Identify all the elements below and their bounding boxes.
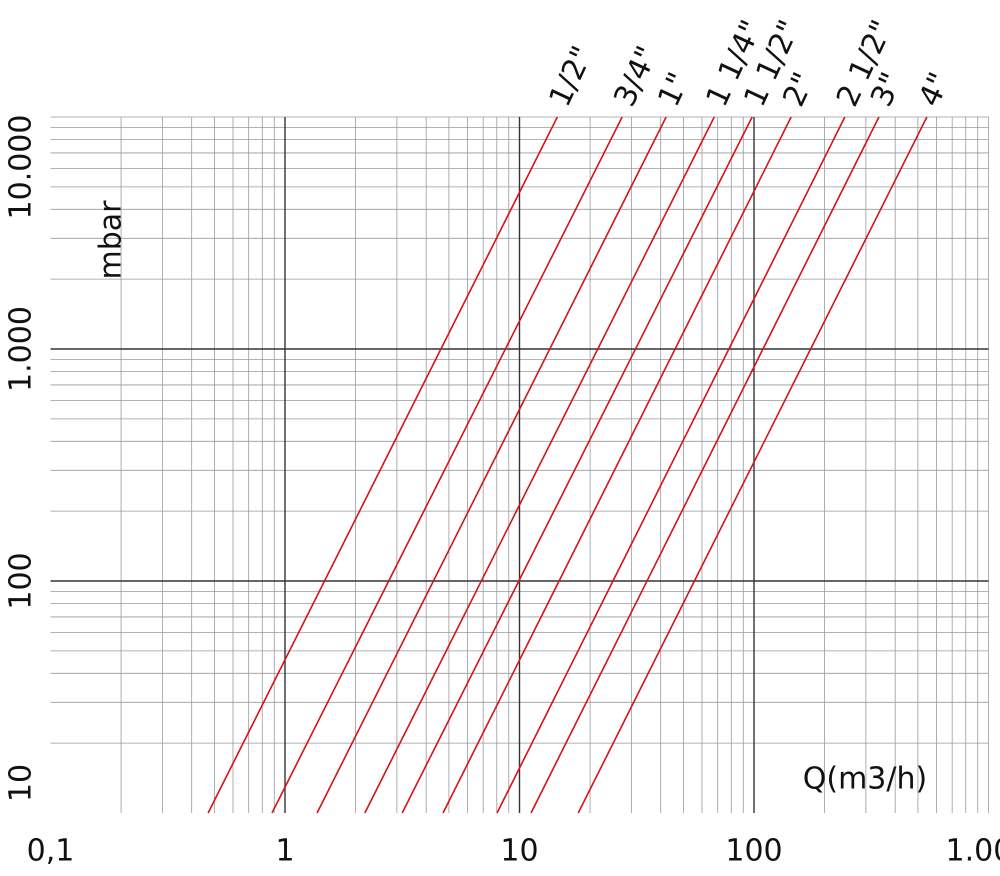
series-line (577, 116, 928, 814)
y-tick-label: 100 (4, 552, 39, 609)
series-line (207, 116, 559, 814)
x-tick-label: 0,1 (27, 834, 75, 869)
series-label: 1" (651, 67, 697, 112)
plot: 0,1 1 10 100 1.000 10 100 1.000 10.000 1/2"3/4"1"… (4, 15, 1000, 869)
x-tick-label: 10 (500, 834, 538, 869)
series-line (496, 116, 846, 814)
series-label: 3/4" (607, 41, 665, 112)
series-line (442, 116, 792, 814)
series-line (401, 116, 753, 814)
series-line (271, 116, 623, 814)
x-tick-label: 1.000 (946, 834, 1000, 869)
y-tick-label: 10 (4, 764, 39, 802)
y-axis-label: mbar (94, 200, 129, 280)
x-tick-label: 1 (275, 834, 294, 869)
series-line (316, 116, 667, 814)
x-tick-label: 100 (725, 834, 782, 869)
x-axis-label: Q(m3/h) (803, 762, 927, 797)
y-tick-label: 1.000 (4, 306, 39, 392)
series-line (364, 116, 715, 814)
series-label: 4" (912, 67, 958, 112)
y-tick-label: 10.000 (4, 115, 39, 220)
series-line (530, 116, 880, 814)
series-label: 1/2" (543, 41, 601, 112)
